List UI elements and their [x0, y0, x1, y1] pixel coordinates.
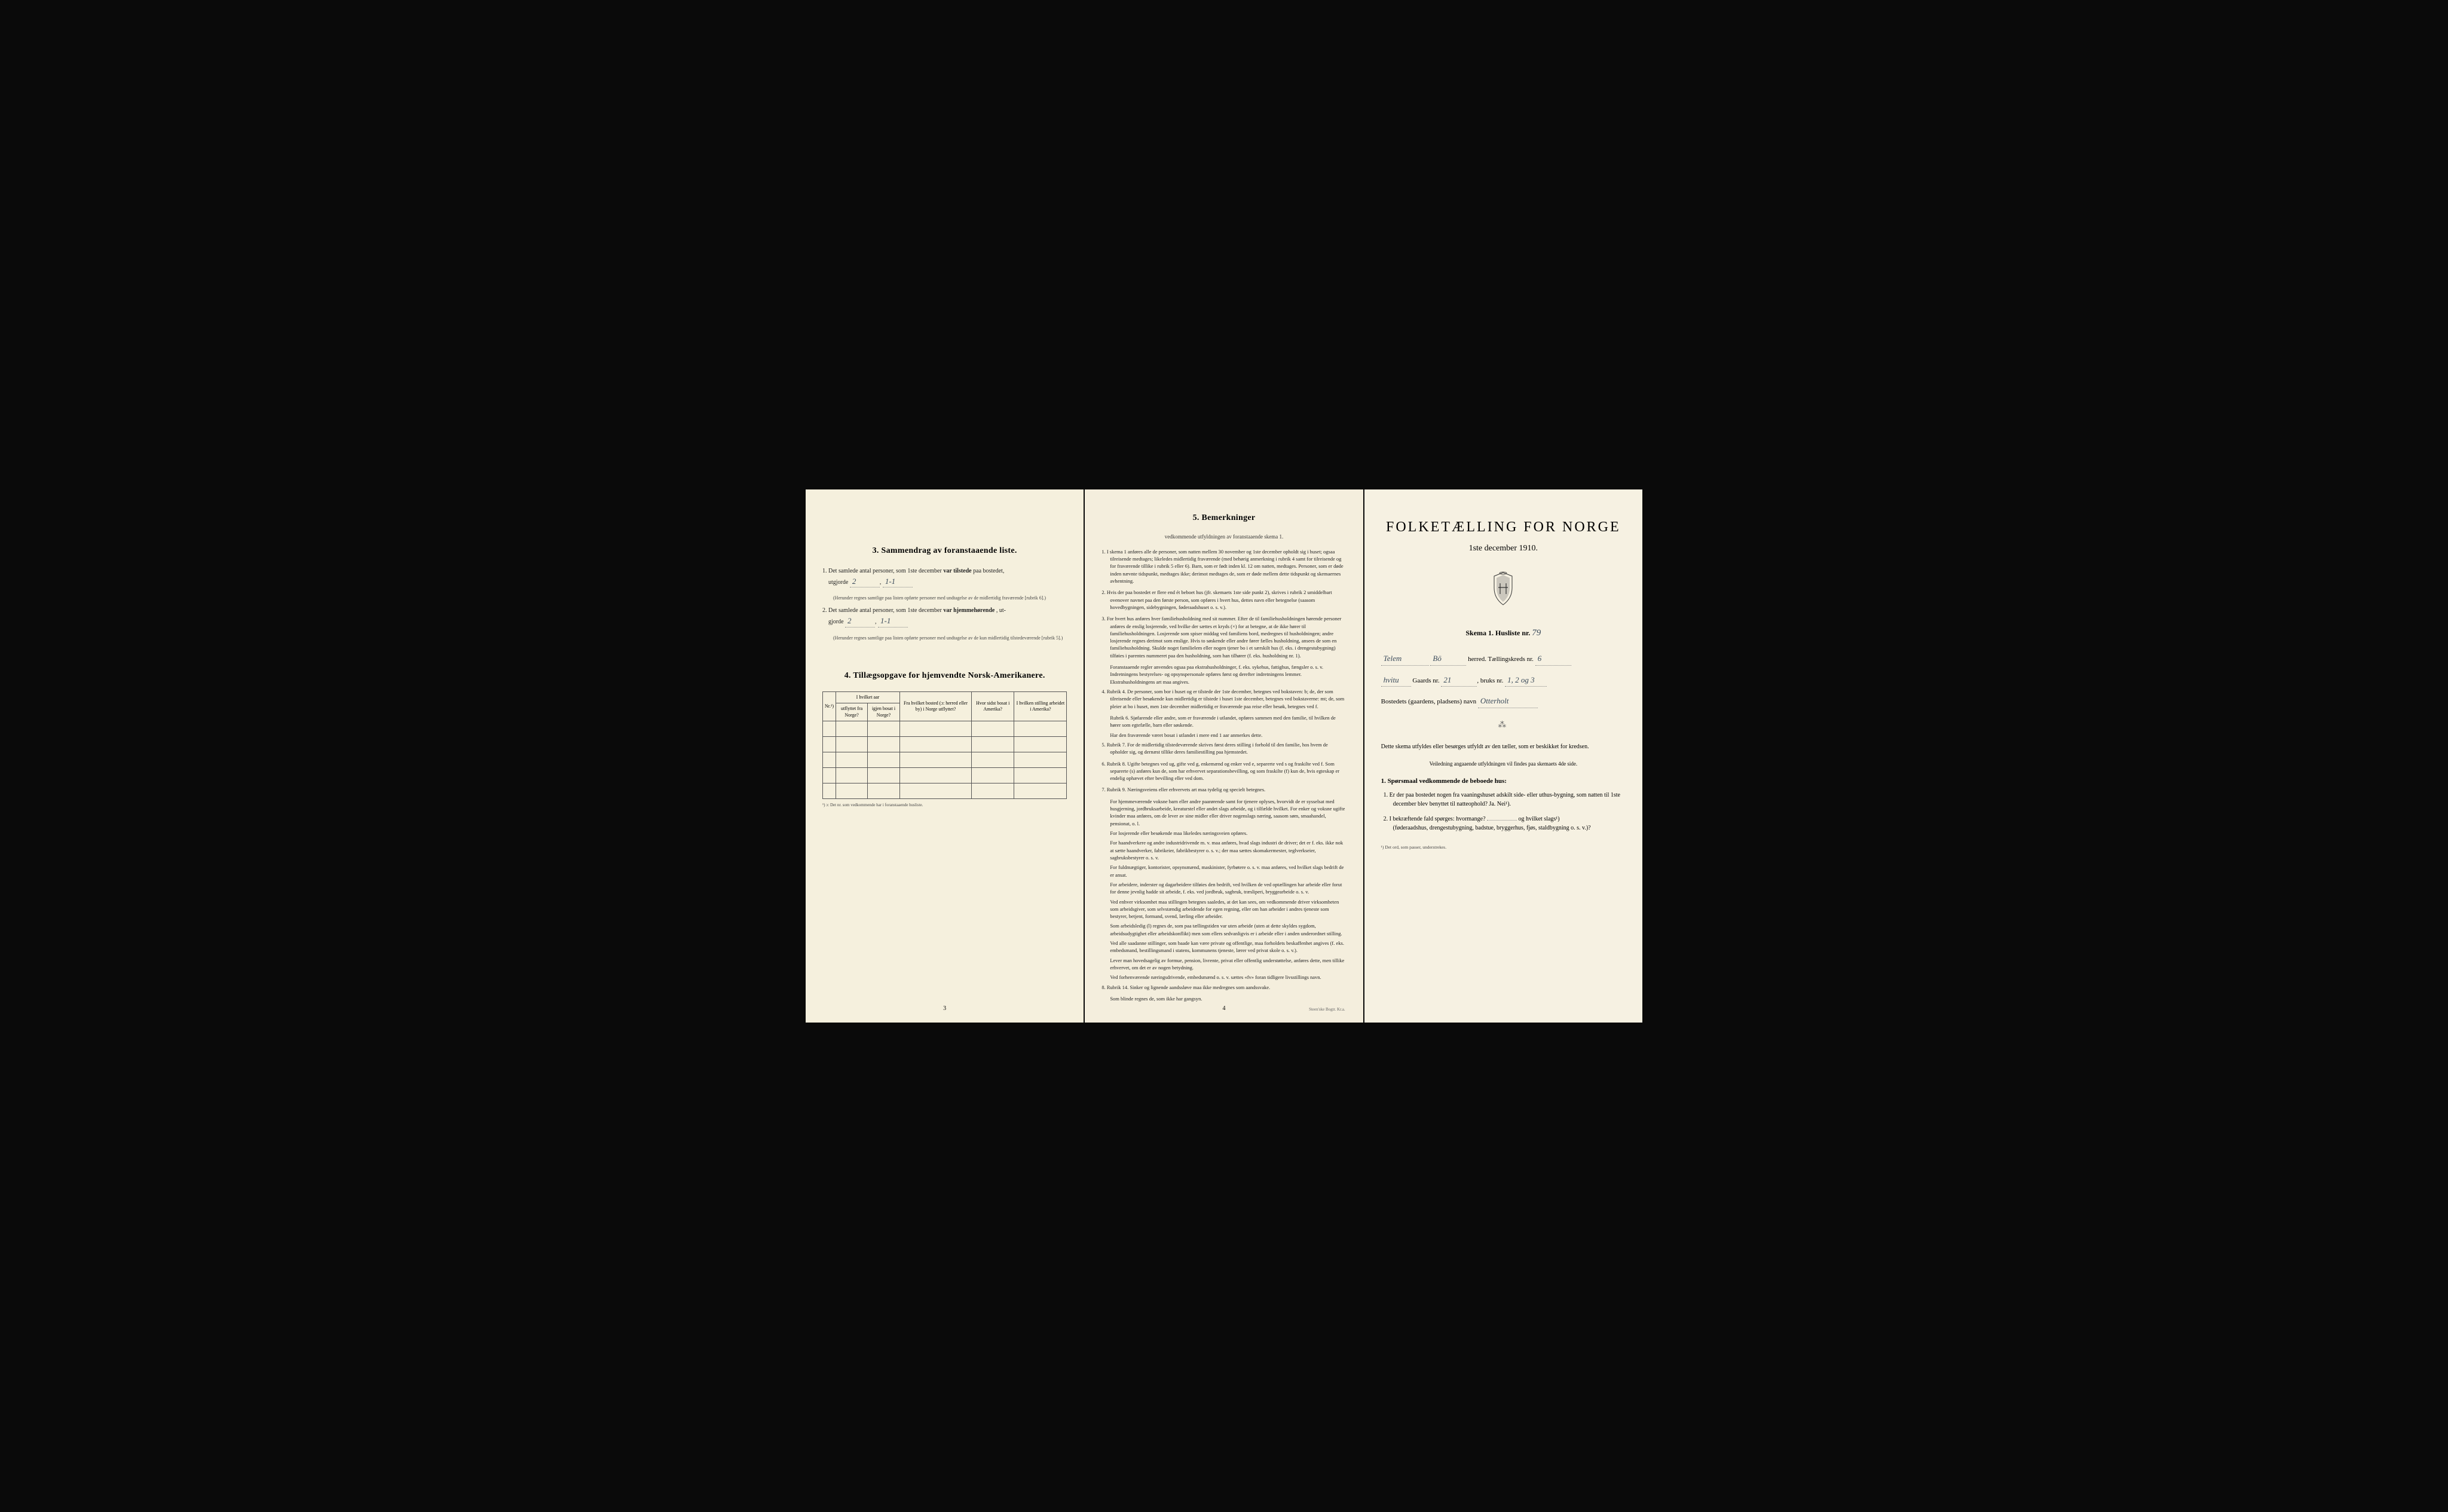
remark-item: 1. I skema 1 anføres alle de personer, s… [1101, 548, 1346, 585]
question-1: 1. Er der paa bostedet nogen fra vaaning… [1381, 791, 1626, 809]
bosted-label: Bostedets (gaardens, pladsens) navn [1381, 698, 1476, 705]
q2-text-b: og hvilket slags¹) [1519, 816, 1560, 822]
item2-value1: 2 [845, 615, 875, 628]
item1-value1: 2 [850, 576, 880, 588]
table-footnote: ¹) ɔ: Det nr. som vedkommende har i fora… [822, 803, 1067, 807]
page-number-4: 4 [1222, 1005, 1225, 1012]
page3-footnote: ¹) Det ord, som passer, understrekes. [1381, 844, 1626, 850]
q1-text: 1. Er der paa bostedet nogen fra vaaning… [1384, 792, 1620, 807]
item2-prefix: 2. Det samlede antal personer, som 1ste … [822, 607, 942, 614]
col-bosted: Fra hvilket bosted (ɔ: herred eller by) … [899, 692, 971, 721]
section-3-item-2: 2. Det samlede antal personer, som 1ste … [822, 606, 1067, 628]
remark-sub: Ved forhenværende næringsdrivende, embed… [1110, 974, 1346, 981]
item1-utgjorde: utgjorde [828, 579, 848, 586]
census-title: FOLKETÆLLING FOR NORGE [1381, 519, 1626, 535]
skema-line: Skema 1. Husliste nr. 79 [1381, 628, 1626, 638]
remark-sub: Som blinde regnes de, som ikke har gangs… [1110, 995, 1346, 1002]
remark-sub: Som arbeidsledig (l) regnes de, som paa … [1110, 922, 1346, 937]
q2-blank [1487, 820, 1517, 821]
col-utflyttet: utflyttet fra Norge? [836, 703, 868, 721]
table-row [823, 768, 1067, 783]
national-crest-icon [1381, 571, 1626, 610]
herred-label: herred. Tællingskreds nr. [1468, 656, 1534, 663]
gaards-value: 21 [1441, 674, 1477, 687]
item2-suffix: , ut- [996, 607, 1006, 614]
document-container: 3. Sammendrag av foranstaaende liste. 1.… [806, 489, 1642, 1023]
remark-sub: For haandverkere og andre industridriven… [1110, 839, 1346, 861]
gaards-label: Gaards nr. [1412, 677, 1439, 684]
question-2: 2. I bekræftende fald spørges: hvormange… [1381, 815, 1626, 832]
item1-prefix: 1. Det samlede antal personer, som 1ste … [822, 568, 942, 574]
col-bosat: igjen bosat i Norge? [868, 703, 900, 721]
section-3-item-1-note: (Herunder regnes samtlige paa listen opf… [833, 595, 1067, 601]
americans-table: Nr.¹) I hvilket aar Fra hvilket bosted (… [822, 691, 1067, 799]
remark-sub: For fuldmægtiger, kontorister, opsynsmæn… [1110, 864, 1346, 879]
item2-gjorde: gjorde [828, 619, 844, 625]
herred-line: Telem Bö herred. Tællingskreds nr. 6 [1381, 653, 1626, 666]
remark-sub: Ved enhver virksomhet maa stillingen bet… [1110, 898, 1346, 920]
section-4-title: 4. Tillægsopgave for hjemvendte Norsk-Am… [822, 671, 1067, 681]
bruks-value: 1, 2 og 3 [1505, 674, 1547, 687]
col-amerika: Hvor sidst bosat i Amerika? [971, 692, 1014, 721]
remark-item: 3. For hvert hus anføres hver familiehus… [1101, 615, 1346, 659]
item1-suffix: paa bostedet, [973, 568, 1004, 574]
printer-note: Steen'ske Bogtr. Kr.a. [1309, 1007, 1345, 1012]
section-3-item-1: 1. Det samlede antal personer, som 1ste … [822, 567, 1067, 588]
remark-sub: Foranstaaende regler anvendes ogsaa paa … [1110, 663, 1346, 685]
section-3-item-2-note: (Herunder regnes samtlige paa listen opf… [833, 635, 1067, 641]
prefix-value: hvitu [1381, 674, 1411, 687]
remark-item: 8. Rubrik 14. Sinker og lignende aandssl… [1101, 984, 1346, 991]
region-value: Telem [1381, 653, 1429, 666]
remarks-list: 1. I skema 1 anføres alle de personer, s… [1101, 548, 1346, 1003]
section-3-title: 3. Sammendrag av foranstaaende liste. [822, 546, 1067, 556]
table-row [823, 752, 1067, 768]
skema-label: Skema 1. Husliste nr. [1465, 629, 1530, 637]
remark-item: 5. Rubrik 7. For de midlertidig tilstede… [1101, 741, 1346, 756]
table-row [823, 721, 1067, 737]
remark-sub: Rubrik 6. Sjøfarende eller andre, som er… [1110, 714, 1346, 729]
page-middle: 5. Bemerkninger vedkommende utfyldningen… [1085, 489, 1363, 1023]
remark-item: 2. Hvis der paa bostedet er flere end ét… [1101, 589, 1346, 611]
remark-sub: For arbeidere, inderster og dagarbeidere… [1110, 881, 1346, 896]
remark-item: 6. Rubrik 8. Ugifte betegnes ved ug, gif… [1101, 760, 1346, 782]
item1-bold: var tilstede [943, 568, 971, 574]
gaards-line: hvitu Gaards nr. 21, bruks nr. 1, 2 og 3 [1381, 674, 1626, 687]
section-5-title: 5. Bemerkninger [1101, 513, 1346, 523]
item1-value2: 1-1 [883, 576, 913, 588]
col-year: I hvilket aar [836, 692, 900, 703]
remark-sub: Lever man hovedsagelig av formue, pensio… [1110, 957, 1346, 972]
remark-item: 4. Rubrik 4. De personer, som bor i huse… [1101, 688, 1346, 710]
q2-text-c: (føderaadshus, drengestubygning, badstue… [1393, 825, 1591, 831]
col-stilling: I hvilken stilling arbeidet i Amerika? [1014, 692, 1067, 721]
page-number-3: 3 [943, 1005, 946, 1012]
page-left: 3. Sammendrag av foranstaaende liste. 1.… [806, 489, 1084, 1023]
bosted-line: Bostedets (gaardens, pladsens) navn Otte… [1381, 695, 1626, 708]
q2-text-a: 2. I bekræftende fald spørges: hvormange… [1384, 816, 1486, 822]
remark-sub: Ved alle saadanne stillinger, som baade … [1110, 939, 1346, 954]
herred-value: Bö [1430, 653, 1466, 666]
census-date: 1ste december 1910. [1381, 544, 1626, 553]
section-5-subtitle: vedkommende utfyldningen av foranstaaend… [1101, 534, 1346, 540]
bosted-value: Otterholt [1478, 695, 1538, 708]
divider-icon: ⁂ [1381, 720, 1626, 730]
question-header: 1. Spørsmaal vedkommende de beboede hus: [1381, 778, 1626, 785]
remark-sub: For losjerende eller besøkende maa likel… [1110, 830, 1346, 837]
page-right: FOLKETÆLLING FOR NORGE 1ste december 191… [1364, 489, 1642, 1023]
table-row [823, 737, 1067, 752]
item2-value2: 1-1 [878, 615, 908, 628]
remark-sub: For hjemmeværende voksne barn eller andr… [1110, 798, 1346, 827]
kreds-value: 6 [1535, 653, 1571, 666]
instruction-sub: Veiledning angaaende utfyldningen vil fi… [1381, 761, 1626, 767]
skema-number: 79 [1532, 628, 1541, 638]
item2-bold: var hjemmehørende [943, 607, 994, 614]
instruction-text: Dette skema utfyldes eller besørges utfy… [1381, 742, 1626, 751]
remark-item: 7. Rubrik 9. Næringsveiens eller erhverv… [1101, 786, 1346, 793]
table-row [823, 783, 1067, 799]
bruks-label: bruks nr. [1480, 677, 1504, 684]
col-nr: Nr.¹) [823, 692, 836, 721]
remark-sub: Har den fraværende været bosat i utlande… [1110, 731, 1346, 739]
